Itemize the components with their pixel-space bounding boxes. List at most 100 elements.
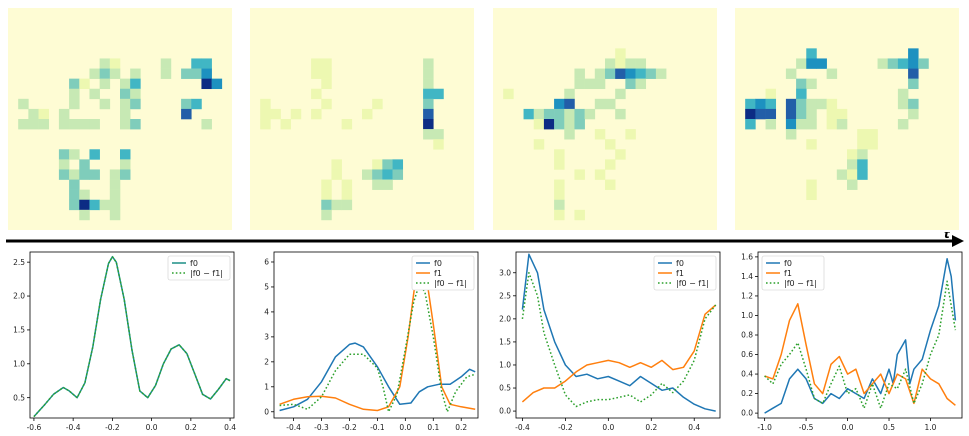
heatmap-cell-38 <box>38 119 50 130</box>
heatmap-cell-20 <box>615 88 626 100</box>
series-f0 <box>521 253 716 412</box>
series-f1 <box>764 303 956 406</box>
heatmap-cell-16 <box>625 78 636 90</box>
heatmap-cell-48 <box>594 169 606 180</box>
heatmap-cell-23 <box>796 98 807 110</box>
x-tick-label: -0.2 <box>342 423 357 432</box>
heatmap-cell-40 <box>69 119 80 130</box>
heatmap-cell-59 <box>69 179 80 190</box>
y-tick-label: 2.5 <box>13 258 25 267</box>
heatmap-cell-16 <box>270 108 281 120</box>
heatmap-cell-44 <box>836 119 848 130</box>
legend-label: f1 <box>434 269 442 278</box>
x-tick-label: 0.1 <box>427 423 439 432</box>
heatmap-cell-51 <box>554 189 565 201</box>
heatmap-cell-52 <box>120 159 131 170</box>
heatmap-cell-0 <box>806 48 817 59</box>
heatmap-cell-50 <box>58 159 70 170</box>
heatmap-cell-45 <box>201 119 212 130</box>
legend-label: f0 <box>676 259 684 268</box>
heatmap-cell-13 <box>796 78 807 90</box>
heatmap-cell-3 <box>806 58 817 69</box>
legend-label: f0 <box>434 259 442 268</box>
heatmap-cell-33 <box>58 108 70 120</box>
heatmap-cell-11 <box>645 68 657 79</box>
heatmap-cell-26 <box>99 98 111 110</box>
legend-label: |f0 − f1| <box>190 269 223 278</box>
heatmap-cell-7 <box>423 78 434 90</box>
heatmap-cell-39 <box>765 119 777 130</box>
heatmap-cell-39 <box>58 119 70 130</box>
heatmap-cell-13 <box>372 98 383 110</box>
heatmap-cell-8 <box>615 68 626 79</box>
legend-label: |f0 − f1| <box>784 279 817 288</box>
heatmap-cell-19 <box>362 108 373 120</box>
heatmap-cell-12 <box>89 68 100 79</box>
x-tick-label: -0.5 <box>799 423 814 432</box>
legend-label: f1 <box>676 269 684 278</box>
heatmap-cell-32 <box>331 169 342 180</box>
x-tick-label: 0.0 <box>602 423 614 432</box>
heatmap-cell-8 <box>311 88 322 100</box>
heatmap-cell-67 <box>99 199 111 211</box>
heatmap-cell-49 <box>120 149 131 160</box>
x-tick-label: 1.0 <box>925 423 937 432</box>
heatmap-cell-2 <box>130 68 141 79</box>
heatmap-cell-47 <box>574 169 585 180</box>
heatmap-cell-42 <box>89 119 100 130</box>
heatmap-cell-61 <box>806 189 817 201</box>
heatmap-cell-63 <box>109 189 121 201</box>
y-tick-label: 0.0 <box>499 407 511 416</box>
heatmap-cell-37 <box>908 108 919 120</box>
timeline-label: t <box>944 232 951 241</box>
legend-box <box>167 255 231 281</box>
heatmap-cell-19 <box>745 98 756 110</box>
heatmap-cell-26 <box>826 98 838 110</box>
legend-box <box>761 255 825 291</box>
y-tick-label: 0.5 <box>499 384 511 393</box>
heatmap-cell-42 <box>806 119 817 130</box>
heatmap-cell-21 <box>554 98 565 110</box>
heatmap-cell-15 <box>69 78 80 90</box>
heatmap-cell-23 <box>341 119 353 130</box>
series-f1 <box>521 304 717 403</box>
heatmap-cell-4 <box>816 58 827 69</box>
heatmap-cell-45 <box>897 119 909 130</box>
heatmap-cell-4 <box>160 68 172 79</box>
heatmap-cell-46 <box>605 159 616 170</box>
y-tick-label: 0 <box>264 407 269 416</box>
heatmap-cell-6 <box>887 58 899 69</box>
heatmap-cell-25 <box>69 98 80 110</box>
heatmap-cell-35 <box>554 119 565 130</box>
heatmap-cell-30 <box>382 159 393 170</box>
heatmap-cell-34 <box>372 169 383 180</box>
heatmap-cell-6 <box>321 78 332 90</box>
heatmap-cell-27 <box>543 108 555 120</box>
heatmap-cell-28 <box>908 98 919 110</box>
y-tick-label: 0.2 <box>741 389 753 398</box>
heatmap-cell-40 <box>785 119 797 130</box>
heatmap-cell-20 <box>69 88 80 100</box>
series-f0 <box>279 342 476 412</box>
density-plot-4: -1.0 -0.5 0.0 0.5 1.0 0.0 0.2 0.4 0.6 0.8 1.0 1.2 1.… <box>741 251 963 432</box>
heatmap-cell-2 <box>311 68 322 79</box>
heatmap-cell-43 <box>554 149 565 160</box>
timeline-arrow: t <box>6 232 964 247</box>
y-tick-label: 0.4 <box>741 370 753 379</box>
heatmap-cell-31 <box>392 159 404 170</box>
heatmap-cell-18 <box>897 88 909 100</box>
heatmap-cell-43 <box>321 199 332 211</box>
heatmap-cell-3 <box>625 58 636 69</box>
heatmap-cell-12 <box>321 98 332 110</box>
heatmap-cell-33 <box>362 169 373 180</box>
heatmap-cell-20 <box>755 98 766 110</box>
density-plot-3: -0.4 -0.2 0.0 0.2 0.4 0.0 0.5 1.0 1.5 2.0 2.5 3.0 f0… <box>499 251 721 432</box>
heatmap-cell-51 <box>867 139 878 150</box>
x-tick-label: -0.1 <box>370 423 385 432</box>
heatmap-cell-41 <box>533 139 545 150</box>
y-tick-label: 4 <box>264 308 269 317</box>
y-tick-label: 2.0 <box>13 292 25 301</box>
heatmap-cell-9 <box>423 88 434 100</box>
y-tick-label: 3 <box>264 332 269 341</box>
series--f0-f1- <box>764 280 957 409</box>
